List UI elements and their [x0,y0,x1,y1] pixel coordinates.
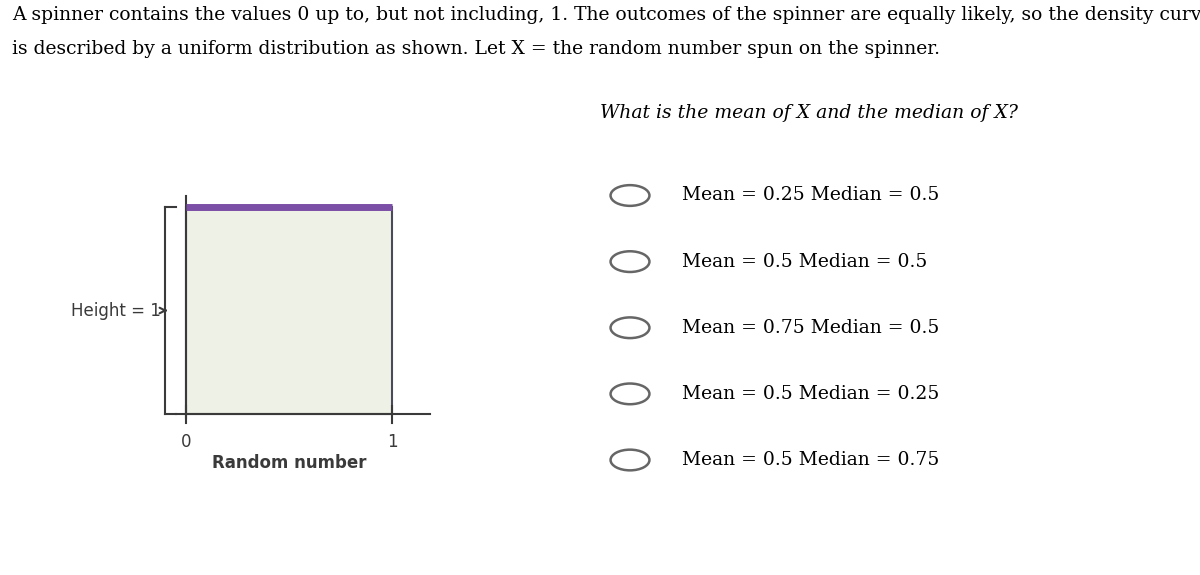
Bar [186,206,392,415]
Text: is described by a uniform distribution as shown. Let X = the random number spun : is described by a uniform distribution a… [12,40,940,58]
Text: Height = 1: Height = 1 [71,301,161,320]
Text: A spinner contains the values 0 up to, but not including, 1. The outcomes of the: A spinner contains the values 0 up to, b… [12,6,1200,24]
Text: Mean = 0.5 Median = 0.75: Mean = 0.5 Median = 0.75 [682,451,938,469]
Text: Mean = 0.25 Median = 0.5: Mean = 0.25 Median = 0.5 [682,186,938,205]
Text: What is the mean of X and the median of X?: What is the mean of X and the median of … [600,104,1018,121]
Text: 0: 0 [181,433,191,451]
Text: Mean = 0.5 Median = 0.25: Mean = 0.5 Median = 0.25 [682,385,938,403]
Text: Mean = 0.75 Median = 0.5: Mean = 0.75 Median = 0.5 [682,319,938,337]
Text: 1: 1 [388,433,397,451]
Text: Random number: Random number [212,454,366,471]
Text: Mean = 0.5 Median = 0.5: Mean = 0.5 Median = 0.5 [682,252,926,271]
